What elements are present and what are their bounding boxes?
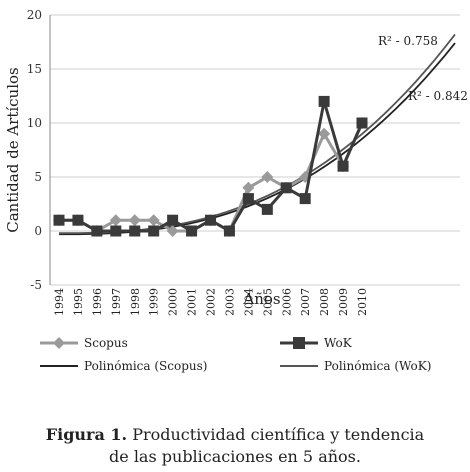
legend-label: Polinómica (Scopus): [84, 359, 207, 373]
data-point-diamond: [242, 181, 255, 194]
y-tick-label: 15: [27, 62, 42, 76]
x-tick-label: 1997: [110, 288, 123, 316]
caption-line-2: de las publicaciones en 5 años.: [109, 447, 361, 466]
data-point-square: [53, 214, 65, 226]
y-tick-label: 0: [34, 224, 42, 238]
legend-label: Polinómica (WoK): [324, 359, 431, 373]
data-point-diamond: [128, 214, 141, 227]
data-point-square: [186, 225, 198, 237]
data-point-square: [337, 160, 349, 172]
x-tick-label: 2004: [242, 288, 255, 316]
data-point-square: [242, 193, 254, 205]
data-point-diamond: [261, 171, 274, 183]
x-axis-title: Años: [242, 290, 280, 308]
data-point-diamond: [166, 225, 179, 237]
x-tick-label: 1996: [91, 288, 104, 316]
x-tick-label: 1994: [53, 288, 66, 316]
r2-label: R² - 0.842: [408, 89, 468, 103]
y-tick-label: -5: [30, 278, 42, 292]
legend-label: WoK: [324, 336, 353, 350]
x-tick-label: 1999: [148, 288, 161, 316]
data-point-square: [356, 117, 368, 129]
y-tick-label: 5: [34, 170, 42, 184]
data-point-diamond: [318, 127, 331, 140]
data-point-square: [167, 214, 179, 226]
figure-caption: Figura 1. Productividad científica y ten…: [0, 424, 470, 468]
data-point-square: [205, 214, 216, 226]
x-tick-label: 2005: [261, 288, 274, 316]
x-tick-label: 2006: [280, 288, 293, 316]
x-tick-label: 1998: [129, 288, 142, 316]
x-tick-label: 2009: [337, 288, 350, 316]
trendline: [59, 42, 456, 236]
x-tick-label: 2008: [318, 288, 331, 316]
y-axis-title: Cantidad de Artículos: [4, 67, 22, 232]
data-point-square: [318, 95, 330, 107]
chart-svg: -5 0 5 10 15 20 1994 1995 1996 1997 1998 1999 2000 20…: [4, 8, 468, 373]
x-tick-label: 2000: [167, 288, 180, 316]
data-point-square: [261, 203, 273, 215]
data-point-diamond: [147, 214, 160, 227]
legend-marker: [293, 337, 305, 349]
data-point-square: [223, 225, 235, 237]
x-tick-label: 2003: [223, 288, 236, 316]
data-point-diamond: [109, 214, 122, 227]
x-tick-label: 2001: [186, 288, 199, 316]
legend-marker: [53, 337, 65, 349]
r2-label: R² - 0.758: [378, 34, 438, 48]
data-point-square: [110, 225, 122, 237]
data-point-square: [91, 225, 103, 237]
series-line: [59, 100, 364, 234]
caption-line-1: Productividad científica y tendencia: [127, 425, 425, 444]
caption-label: Figura 1.: [45, 425, 128, 444]
data-point-square: [280, 182, 292, 194]
x-tick-label: 1995: [72, 288, 85, 316]
x-tick-label: 2007: [299, 288, 312, 316]
x-tick-label: 2002: [205, 288, 218, 316]
data-point-square: [129, 225, 141, 237]
data-point-square: [72, 214, 84, 226]
x-tick-label: 2010: [356, 288, 369, 316]
data-point-square: [299, 193, 311, 205]
data-point-square: [148, 225, 160, 237]
y-tick-label: 20: [27, 8, 42, 22]
legend-label: Scopus: [84, 336, 128, 350]
y-tick-label: 10: [27, 116, 42, 130]
